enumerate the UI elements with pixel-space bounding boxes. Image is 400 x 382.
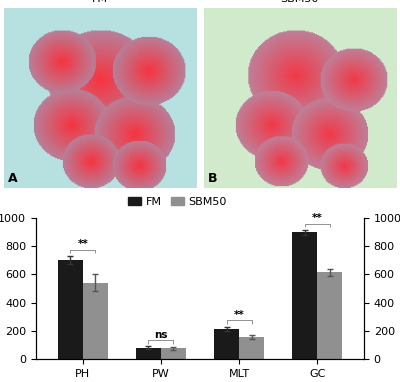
Bar (161, 348, 186, 359)
Bar (214, 329, 239, 359)
Bar (317, 272, 342, 359)
Bar (58, 260, 83, 359)
Text: A: A (8, 172, 18, 185)
Bar (136, 348, 161, 359)
Text: FM: FM (92, 0, 108, 4)
Bar (239, 337, 264, 359)
Text: **: ** (78, 239, 88, 249)
Text: **: ** (234, 310, 244, 320)
Legend: FM, SBM50: FM, SBM50 (124, 192, 231, 211)
Bar (83, 283, 108, 359)
Bar (292, 233, 317, 359)
Text: SBM50: SBM50 (281, 0, 319, 4)
Text: B: B (208, 172, 217, 185)
Text: ns: ns (154, 330, 168, 340)
Text: **: ** (312, 213, 322, 223)
